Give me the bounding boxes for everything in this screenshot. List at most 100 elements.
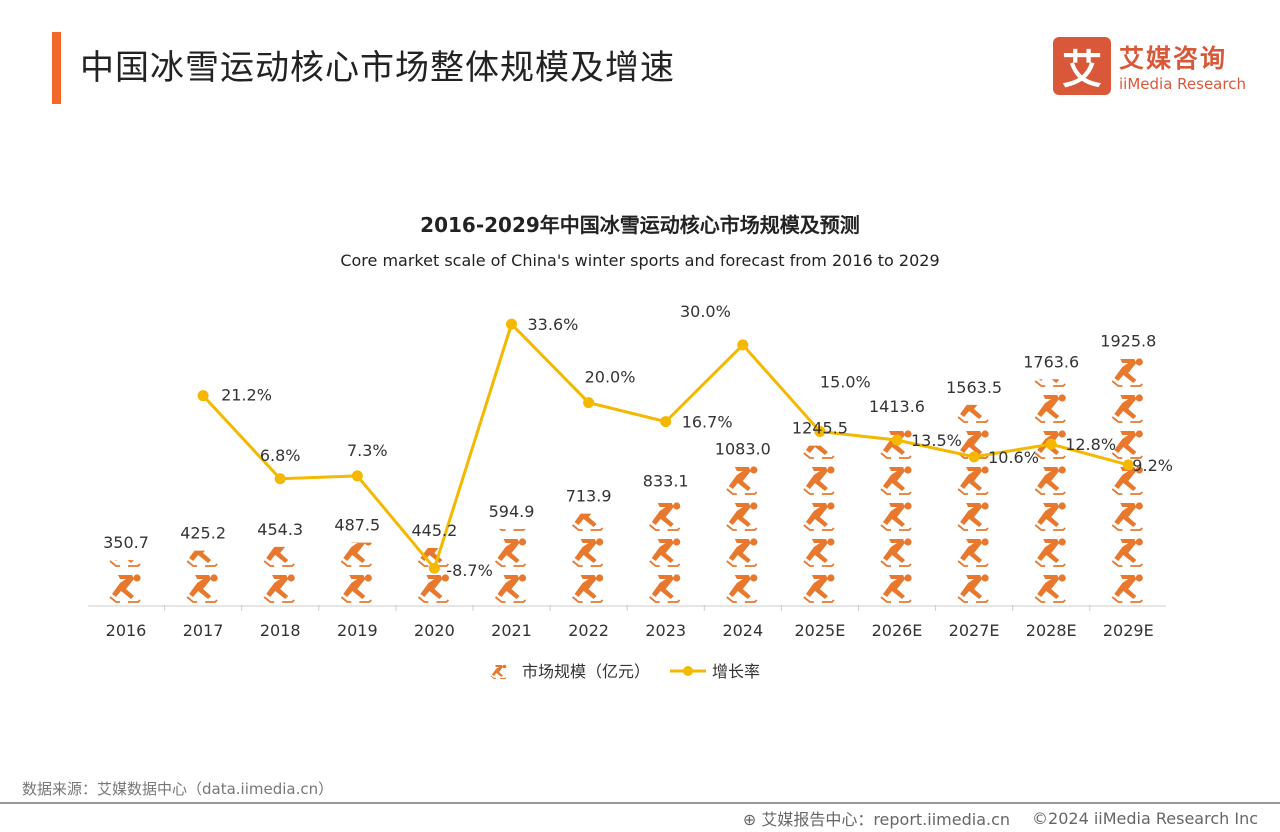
growth-point (197, 390, 209, 402)
skater-icon (110, 502, 141, 530)
x-tick-label: 2024 (722, 621, 763, 640)
skater-icon (340, 542, 373, 567)
skater-icon (725, 501, 759, 531)
growth-point (968, 451, 980, 463)
growth-label: 12.8% (1065, 435, 1116, 454)
skater-icon (494, 573, 527, 603)
x-tick-label: 2019 (337, 621, 378, 640)
legend-dot-icon (683, 666, 693, 676)
skater-icon (263, 546, 296, 567)
skater-icon (109, 573, 142, 603)
growth-label: 15.0% (820, 372, 871, 391)
growth-point (1045, 438, 1057, 450)
growth-point (737, 339, 749, 351)
skater-icon (571, 537, 605, 567)
growth-label: 6.8% (260, 446, 301, 465)
pictograph-bar (186, 550, 219, 603)
skater-icon (957, 501, 990, 531)
skater-icon (1034, 393, 1067, 423)
pictograph-bar (880, 358, 913, 603)
skater-icon (1111, 358, 1144, 387)
bar-value-label: 833.1 (643, 471, 689, 490)
pictograph-bar (109, 502, 142, 603)
report-link[interactable]: 艾媒报告中心：report.iimedia.cn (761, 810, 1011, 829)
skater-icon (571, 513, 605, 531)
page-title: 中国冰雪运动核心市场整体规模及增速 (80, 48, 675, 88)
skater-icon (957, 573, 990, 603)
growth-label: 30.0% (680, 302, 731, 321)
growth-point (428, 562, 440, 574)
pictograph-bar (263, 546, 296, 603)
legend-label-growth: 增长率 (712, 662, 760, 681)
chart-subtitle: Core market scale of China's winter spor… (340, 251, 939, 270)
skater-icon (803, 465, 836, 495)
skater-icon (648, 573, 682, 603)
chart-title: 2016-2029年中国冰雪运动核心市场规模及预测 (420, 213, 860, 237)
skater-icon (957, 537, 990, 567)
x-tick-label: 2027E (949, 621, 1000, 640)
growth-label: 9.2% (1132, 456, 1173, 475)
growth-point (583, 397, 595, 409)
skater-icon (496, 466, 527, 494)
skater-icon (648, 537, 682, 567)
skater-icon (880, 501, 913, 531)
skater-icon (725, 573, 759, 603)
skater-icon (880, 537, 913, 567)
footer-divider (0, 802, 1280, 804)
growth-point (814, 425, 826, 437)
bar-value-label: 454.3 (257, 520, 303, 539)
x-tick-label: 2025E (794, 621, 845, 640)
bar-value-label: 713.9 (566, 487, 612, 506)
skater-icon (1034, 537, 1067, 567)
bar-value-label: 1413.6 (869, 397, 925, 416)
bar-value-label: 425.2 (180, 524, 226, 543)
skater-icon (1034, 573, 1067, 603)
x-tick-label: 2028E (1026, 621, 1077, 640)
x-tick-label: 2020 (414, 621, 455, 640)
skater-icon (957, 465, 990, 495)
logo-en: iiMedia Research (1119, 75, 1246, 93)
skater-icon (186, 573, 219, 603)
legend-label-market: 市场规模（亿元） (522, 662, 650, 681)
skater-icon (494, 537, 527, 567)
x-tick-label: 2022 (568, 621, 609, 640)
growth-point (1122, 459, 1134, 471)
skater-icon (803, 537, 836, 567)
skater-icon (571, 573, 605, 603)
growth-label: 7.3% (347, 441, 388, 460)
growth-point (274, 473, 286, 485)
x-tick-label: 2018 (260, 621, 301, 640)
skater-icon (803, 573, 836, 603)
skater-icon (340, 573, 373, 603)
growth-label: 33.6% (528, 315, 579, 334)
growth-label: 20.0% (585, 368, 636, 387)
growth-label: -8.7% (446, 561, 492, 580)
skater-icon (1034, 501, 1067, 531)
skater-icon (1111, 429, 1144, 459)
bar-value-label: 1245.5 (792, 419, 848, 438)
skater-icon (648, 501, 682, 531)
bar-value-label: 1083.0 (715, 439, 771, 458)
source-note: 数据来源：艾媒数据中心（data.iimedia.cn） (22, 780, 334, 798)
growth-point (891, 434, 903, 446)
skater-icon (881, 358, 912, 386)
skater-icon (880, 573, 913, 603)
skater-icon (1035, 322, 1066, 350)
x-tick-label: 2021 (491, 621, 532, 640)
bar-value-label: 594.9 (489, 502, 535, 521)
bar-value-label: 350.7 (103, 533, 149, 552)
legend-skater-icon (490, 664, 507, 680)
skater-icon (1111, 393, 1144, 423)
x-tick-label: 2026E (872, 621, 923, 640)
skater-icon (417, 573, 450, 603)
skater-icon (1034, 465, 1067, 495)
globe-icon: ⊕ (742, 810, 757, 829)
x-tick-label: 2016 (106, 621, 147, 640)
growth-point (351, 470, 363, 482)
skater-icon (1111, 537, 1144, 567)
bar-value-label: 1763.6 (1023, 352, 1079, 371)
bar-value-label: 1563.5 (946, 378, 1002, 397)
bar-value-label: 487.5 (334, 516, 380, 535)
title-accent-bar (52, 32, 61, 104)
skater-icon (1111, 501, 1144, 531)
